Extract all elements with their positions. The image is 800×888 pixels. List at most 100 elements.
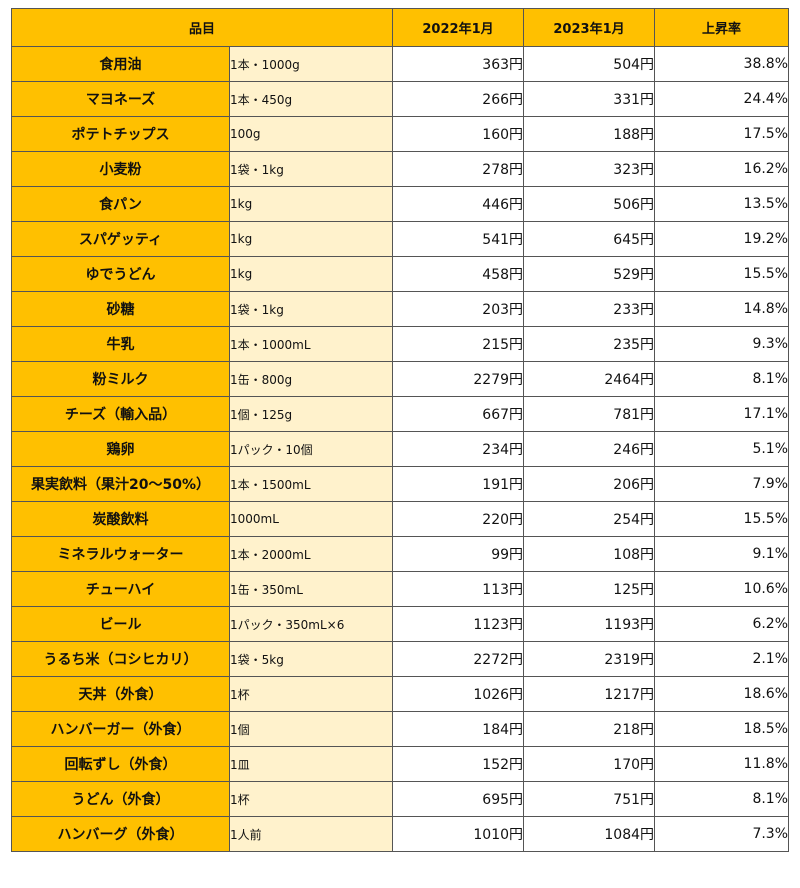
unit-cell: 1缶・800g xyxy=(228,361,394,397)
price-2023-cell: 235円 xyxy=(523,326,656,362)
increase-rate-cell: 19.2% xyxy=(654,221,790,257)
table-row: チーズ（輸入品） 1個・125g 667円 781円 17.1% xyxy=(11,396,790,432)
table-header: 品目 2022年1月 2023年1月 上昇率 xyxy=(10,8,790,47)
item-name-cell: チーズ（輸入品） xyxy=(11,396,230,432)
unit-cell: 1kg xyxy=(228,256,394,292)
table-row: ハンバーグ（外食） 1人前 1010円 1084円 7.3% xyxy=(11,816,790,852)
header-2023: 2023年1月 xyxy=(523,8,656,47)
increase-rate-cell: 2.1% xyxy=(654,641,790,677)
increase-rate-cell: 5.1% xyxy=(654,431,790,467)
table-row: 天丼（外食） 1杯 1026円 1217円 18.6% xyxy=(11,676,790,712)
price-2022-cell: 2272円 xyxy=(392,641,525,677)
item-name-cell: ゆでうどん xyxy=(11,256,230,292)
price-comparison-table: 品目 2022年1月 2023年1月 上昇率 食用油 1本・1000g 363円 50… xyxy=(10,8,790,852)
increase-rate-cell: 13.5% xyxy=(654,186,790,222)
price-2022-cell: 203円 xyxy=(392,291,525,327)
increase-rate-cell: 8.1% xyxy=(654,781,790,817)
price-2023-cell: 1217円 xyxy=(523,676,656,712)
increase-rate-cell: 17.5% xyxy=(654,116,790,152)
header-2022: 2022年1月 xyxy=(392,8,525,47)
table-row: マヨネーズ 1本・450g 266円 331円 24.4% xyxy=(11,81,790,117)
table-row: 小麦粉 1袋・1kg 278円 323円 16.2% xyxy=(11,151,790,187)
price-2023-cell: 206円 xyxy=(523,466,656,502)
unit-cell: 1袋・5kg xyxy=(228,641,394,677)
price-2023-cell: 125円 xyxy=(523,571,656,607)
item-name-cell: うるち米（コシヒカリ） xyxy=(11,641,230,677)
table-row: チューハイ 1缶・350mL 113円 125円 10.6% xyxy=(11,571,790,607)
increase-rate-cell: 18.6% xyxy=(654,676,790,712)
price-2023-cell: 246円 xyxy=(523,431,656,467)
unit-cell: 1杯 xyxy=(228,781,394,817)
increase-rate-cell: 16.2% xyxy=(654,151,790,187)
item-name-cell: 炭酸飲料 xyxy=(11,501,230,537)
header-row: 品目 2022年1月 2023年1月 上昇率 xyxy=(10,8,790,47)
price-2023-cell: 2319円 xyxy=(523,641,656,677)
price-2023-cell: 781円 xyxy=(523,396,656,432)
price-2022-cell: 363円 xyxy=(392,46,525,82)
increase-rate-cell: 14.8% xyxy=(654,291,790,327)
price-2022-cell: 541円 xyxy=(392,221,525,257)
price-2022-cell: 160円 xyxy=(392,116,525,152)
item-name-cell: ミネラルウォーター xyxy=(11,536,230,572)
item-name-cell: ビール xyxy=(11,606,230,642)
unit-cell: 1個・125g xyxy=(228,396,394,432)
item-name-cell: ポテトチップス xyxy=(11,116,230,152)
item-name-cell: 小麦粉 xyxy=(11,151,230,187)
item-name-cell: チューハイ xyxy=(11,571,230,607)
unit-cell: 1kg xyxy=(228,186,394,222)
price-2023-cell: 170円 xyxy=(523,746,656,782)
unit-cell: 1缶・350mL xyxy=(228,571,394,607)
price-2023-cell: 645円 xyxy=(523,221,656,257)
price-2023-cell: 254円 xyxy=(523,501,656,537)
increase-rate-cell: 15.5% xyxy=(654,256,790,292)
unit-cell: 1袋・1kg xyxy=(228,151,394,187)
table-row: うどん（外食） 1杯 695円 751円 8.1% xyxy=(11,781,790,817)
price-2023-cell: 1193円 xyxy=(523,606,656,642)
price-2022-cell: 667円 xyxy=(392,396,525,432)
price-2023-cell: 529円 xyxy=(523,256,656,292)
price-2023-cell: 506円 xyxy=(523,186,656,222)
price-2022-cell: 1010円 xyxy=(392,816,525,852)
price-2022-cell: 278円 xyxy=(392,151,525,187)
table-row: 食パン 1kg 446円 506円 13.5% xyxy=(11,186,790,222)
price-2022-cell: 113円 xyxy=(392,571,525,607)
table-row: 炭酸飲料 1000mL 220円 254円 15.5% xyxy=(11,501,790,537)
table-row: ゆでうどん 1kg 458円 529円 15.5% xyxy=(11,256,790,292)
price-2023-cell: 751円 xyxy=(523,781,656,817)
table-row: 鶏卵 1パック・10個 234円 246円 5.1% xyxy=(11,431,790,467)
price-2023-cell: 188円 xyxy=(523,116,656,152)
increase-rate-cell: 17.1% xyxy=(654,396,790,432)
increase-rate-cell: 24.4% xyxy=(654,81,790,117)
unit-cell: 1本・2000mL xyxy=(228,536,394,572)
increase-rate-cell: 10.6% xyxy=(654,571,790,607)
table-row: 果実飲料（果汁20～50%） 1本・1500mL 191円 206円 7.9% xyxy=(11,466,790,502)
table-row: ハンバーガー（外食） 1個 184円 218円 18.5% xyxy=(11,711,790,747)
increase-rate-cell: 9.3% xyxy=(654,326,790,362)
increase-rate-cell: 38.8% xyxy=(654,46,790,82)
item-name-cell: マヨネーズ xyxy=(11,81,230,117)
price-2022-cell: 220円 xyxy=(392,501,525,537)
item-name-cell: 粉ミルク xyxy=(11,361,230,397)
unit-cell: 1kg xyxy=(228,221,394,257)
table-row: ミネラルウォーター 1本・2000mL 99円 108円 9.1% xyxy=(11,536,790,572)
table-row: 牛乳 1本・1000mL 215円 235円 9.3% xyxy=(11,326,790,362)
price-2023-cell: 504円 xyxy=(523,46,656,82)
item-name-cell: 食用油 xyxy=(11,46,230,82)
item-name-cell: ハンバーガー（外食） xyxy=(11,711,230,747)
table-row: うるち米（コシヒカリ） 1袋・5kg 2272円 2319円 2.1% xyxy=(11,641,790,677)
price-2022-cell: 1026円 xyxy=(392,676,525,712)
table-row: 食用油 1本・1000g 363円 504円 38.8% xyxy=(11,46,790,82)
unit-cell: 1人前 xyxy=(228,816,394,852)
price-2022-cell: 458円 xyxy=(392,256,525,292)
price-2022-cell: 184円 xyxy=(392,711,525,747)
unit-cell: 1000mL xyxy=(228,501,394,537)
item-name-cell: 食パン xyxy=(11,186,230,222)
price-2022-cell: 215円 xyxy=(392,326,525,362)
unit-cell: 1本・1000mL xyxy=(228,326,394,362)
unit-cell: 1パック・10個 xyxy=(228,431,394,467)
price-2023-cell: 323円 xyxy=(523,151,656,187)
increase-rate-cell: 8.1% xyxy=(654,361,790,397)
increase-rate-cell: 18.5% xyxy=(654,711,790,747)
price-2023-cell: 1084円 xyxy=(523,816,656,852)
table-row: スパゲッティ 1kg 541円 645円 19.2% xyxy=(11,221,790,257)
